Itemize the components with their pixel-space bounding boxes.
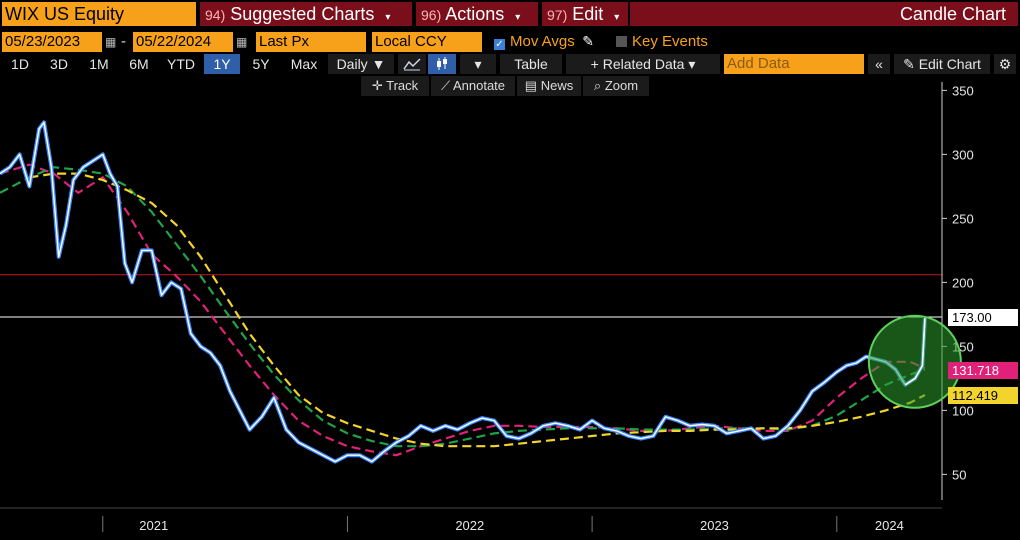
moving-averages xyxy=(0,163,926,457)
y-tick-label: 250 xyxy=(952,211,974,226)
checkbox-checked-icon: ✓ xyxy=(494,39,505,50)
chart-tools-bar: ✛ Track ⟋ Annotate ▤ News ⌕ Zoom xyxy=(0,76,1020,96)
highlight-circle xyxy=(867,314,962,409)
price-tag-last: 173.00 xyxy=(948,308,1018,326)
menu-label: Suggested Charts xyxy=(230,4,375,24)
menu-suggested-charts[interactable]: 94) Suggested Charts ▾ xyxy=(200,2,412,26)
candle-chart-icon[interactable] xyxy=(428,54,456,74)
key-events-label: Key Events xyxy=(632,33,708,50)
zoom-tool[interactable]: ⌕ Zoom xyxy=(583,76,649,96)
collapse-icon[interactable]: « xyxy=(868,54,890,74)
line-chart-icon[interactable] xyxy=(398,54,426,74)
period-toolbar: 1D 3D 1M 6M YTD 1Y 5Y Max Daily ▼ ▾ Tabl… xyxy=(0,54,1020,74)
price-tag-ma-yellow: 112.419 xyxy=(948,386,1018,404)
y-tick-label: 100 xyxy=(952,403,974,418)
gear-icon[interactable]: ⚙ xyxy=(994,54,1016,74)
price-series xyxy=(0,120,927,464)
menu-actions[interactable]: 96) Actions ▾ xyxy=(416,2,538,26)
period-1y[interactable]: 1Y xyxy=(204,54,240,74)
price-field-select[interactable]: Last Px xyxy=(256,32,366,52)
mov-avgs-label: Mov Avgs xyxy=(510,33,575,50)
track-tool[interactable]: ✛ Track xyxy=(361,76,429,96)
key-events-toggle[interactable]: Key Events xyxy=(616,32,708,52)
period-3d[interactable]: 3D xyxy=(50,56,68,72)
price-tag-ma-magenta: 131.718 xyxy=(948,361,1018,379)
y-tick-label: 350 xyxy=(952,83,974,98)
moving-average-magenta xyxy=(0,163,926,457)
caret-down-icon: ▾ xyxy=(385,12,391,23)
edit-chart-button[interactable]: ✎ Edit Chart xyxy=(894,54,990,74)
related-data-button[interactable]: + Related Data ▾ xyxy=(566,54,720,74)
frequency-select[interactable]: Daily ▼ xyxy=(328,54,394,74)
news-icon: ▤ xyxy=(524,78,538,93)
crosshair-icon: ✛ xyxy=(371,78,383,93)
x-tick-label: 2022 xyxy=(455,518,484,533)
menu-number: 97) xyxy=(547,7,568,23)
checkbox-unchecked-icon xyxy=(616,36,627,47)
zoom-label: Zoom xyxy=(604,78,639,93)
x-tick-label: 2024 xyxy=(875,518,904,533)
annotate-icon: ⟋ xyxy=(440,78,451,93)
period-max[interactable]: Max xyxy=(290,56,318,72)
price-line xyxy=(0,121,926,463)
x-tick-label: 2023 xyxy=(700,518,729,533)
x-tick-label: 2021 xyxy=(139,518,168,533)
ticker-field[interactable]: WIX US Equity xyxy=(2,2,196,26)
track-label: Track xyxy=(386,78,419,93)
moving-average-yellow xyxy=(29,172,926,448)
period-1d[interactable]: 1D xyxy=(11,56,29,72)
pencil-icon[interactable]: ✎ xyxy=(582,33,594,49)
menu-label: Actions xyxy=(445,4,505,24)
news-label: News xyxy=(540,78,574,93)
mov-avgs-toggle[interactable]: ✓ Mov Avgs ✎ xyxy=(494,32,594,52)
zoom-icon: ⌕ xyxy=(593,78,602,93)
menu-label: Edit xyxy=(572,4,604,24)
end-date-field[interactable]: 05/22/2024 xyxy=(133,32,233,52)
chart-type-title: Candle Chart xyxy=(630,2,1018,26)
date-separator: - xyxy=(121,33,126,50)
y-tick-label: 300 xyxy=(952,147,974,162)
table-button[interactable]: Table xyxy=(500,54,562,74)
menu-edit[interactable]: 97) Edit ▾ xyxy=(542,2,628,26)
moving-average-green xyxy=(0,166,926,448)
x-axis: 2021 2022 2023 2024 xyxy=(0,507,942,533)
price-body-line xyxy=(0,120,927,464)
calendar-icon[interactable]: ▦ xyxy=(236,35,248,49)
period-1m[interactable]: 1M xyxy=(89,56,109,72)
period-ytd[interactable]: YTD xyxy=(167,56,195,72)
chart-style-dropdown-icon[interactable]: ▾ xyxy=(460,54,496,74)
y-tick-label: 50 xyxy=(952,467,966,482)
start-date-field[interactable]: 05/23/2023 xyxy=(2,32,102,52)
y-tick-label: 200 xyxy=(952,275,974,290)
news-tool[interactable]: ▤ News xyxy=(517,76,581,96)
period-5y[interactable]: 5Y xyxy=(252,56,270,72)
annotate-label: Annotate xyxy=(452,78,506,93)
add-data-input[interactable]: Add Data xyxy=(724,54,864,74)
header-bar: WIX US Equity 94) Suggested Charts ▾ 96)… xyxy=(0,0,1020,27)
price-line-latest xyxy=(904,318,926,386)
options-bar: 05/23/2023 ▦ - 05/22/2024 ▦ Last Px Loca… xyxy=(0,32,1020,54)
caret-down-icon: ▾ xyxy=(515,12,521,23)
menu-number: 94) xyxy=(205,7,226,23)
horizontal-lines xyxy=(0,274,942,318)
period-6m[interactable]: 6M xyxy=(129,56,149,72)
edit-chart-label: Edit Chart xyxy=(918,56,981,72)
currency-select[interactable]: Local CCY xyxy=(372,32,482,52)
calendar-icon[interactable]: ▦ xyxy=(105,35,117,49)
caret-down-icon: ▾ xyxy=(614,12,620,23)
annotate-tool[interactable]: ⟋ Annotate xyxy=(431,76,515,96)
pencil-icon: ✎ xyxy=(903,56,915,72)
menu-number: 96) xyxy=(421,7,442,23)
